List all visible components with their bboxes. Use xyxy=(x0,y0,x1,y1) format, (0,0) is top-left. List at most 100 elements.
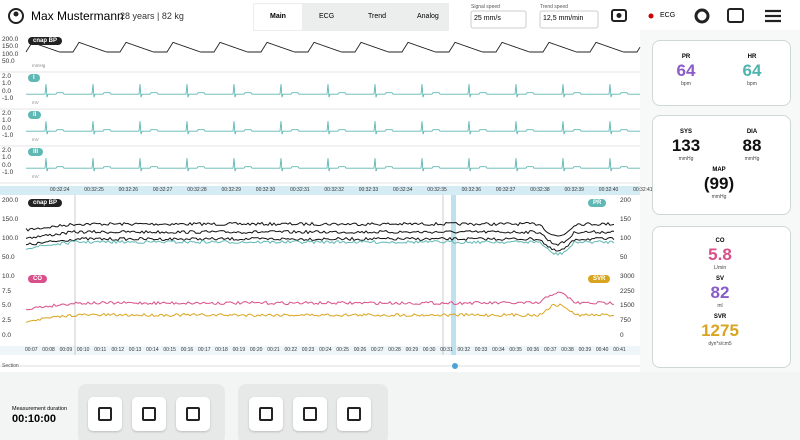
trend-badge: CO xyxy=(28,275,47,283)
y-tick-label: 7.5 xyxy=(2,287,12,295)
y-tick-label: 2.0 xyxy=(2,73,12,80)
time-label: 00:39 xyxy=(578,347,592,353)
y-tick-label: 200.0 xyxy=(2,197,19,204)
time-label: 00:32:32 xyxy=(324,187,344,193)
time-label: 00:32:41 xyxy=(633,187,653,193)
vital-value: 5.8 xyxy=(708,245,732,264)
y2-tick-label: 200 xyxy=(620,197,631,204)
vital-label: SVR xyxy=(713,314,727,320)
tab[interactable]: Trend xyxy=(368,13,387,20)
time-label: 00:13 xyxy=(128,347,142,353)
time-label: 00:08 xyxy=(42,347,55,353)
time-label: 00:11 xyxy=(94,347,107,353)
wave-badge: III xyxy=(28,148,44,156)
y-tick-label: 0.0 xyxy=(2,124,12,132)
time-label: 00:27 xyxy=(371,347,384,353)
y-tick-label: 1.0 xyxy=(2,117,12,125)
time-label: 00:35 xyxy=(509,347,522,353)
vital-label: CO xyxy=(715,238,725,244)
y2-tick-label: 0 xyxy=(620,331,624,339)
y-tick-label: 0.0 xyxy=(2,161,12,169)
time-label: 00:29 xyxy=(405,347,419,353)
vital-unit: bpm xyxy=(681,81,691,87)
patient-name: Max Mustermann xyxy=(31,9,124,23)
time-label: 00:22 xyxy=(284,347,298,353)
trend-speed-label: Trend speed xyxy=(540,4,568,10)
duration: 00:10:00 xyxy=(12,413,57,425)
y-tick-label: 2.5 xyxy=(2,317,12,324)
vital-value: 88 xyxy=(742,136,762,155)
signal-speed-value: 25 mm/s xyxy=(474,15,501,22)
marker-button[interactable] xyxy=(176,397,210,431)
time-label: 00:30 xyxy=(422,347,436,353)
vital-value: 133 xyxy=(671,136,701,155)
time-label: 00:32:40 xyxy=(598,187,619,193)
vital-unit: mmHg xyxy=(678,156,694,162)
section-handle[interactable] xyxy=(452,363,458,369)
time-label: 00:32:34 xyxy=(393,187,413,193)
tab[interactable]: Analog xyxy=(417,13,439,20)
time-label: 00:07 xyxy=(25,347,38,353)
tab[interactable]: Main xyxy=(270,13,286,20)
time-label: 00:32:30 xyxy=(255,187,276,193)
time-label: 00:32:33 xyxy=(358,187,379,193)
print-button[interactable] xyxy=(293,397,327,431)
vital-unit: mmHg xyxy=(711,194,727,200)
time-label: 00:32:36 xyxy=(461,187,482,193)
time-label: 00:40 xyxy=(595,347,609,353)
trend-badge: cnap BP xyxy=(28,199,63,207)
y2-tick-label: 50 xyxy=(620,253,628,261)
time-label: 00:21 xyxy=(267,347,280,353)
wave-badge: I xyxy=(28,74,40,82)
y-tick-label: 100.0 xyxy=(2,234,19,242)
display-button[interactable] xyxy=(727,8,744,23)
time-label: 00:32:39 xyxy=(564,187,584,193)
trend-speed-select[interactable] xyxy=(539,10,599,29)
vital-unit: bpm xyxy=(747,81,757,87)
flag-button[interactable] xyxy=(132,397,166,431)
time-label: 00:16 xyxy=(180,347,194,353)
time-label: 00:33 xyxy=(474,347,488,353)
time-label: 00:32:28 xyxy=(187,187,207,193)
y-tick-label: 50.0 xyxy=(2,57,15,65)
unit: mmHg xyxy=(32,63,46,68)
vital-card xyxy=(652,115,791,215)
y-tick-label: 10.0 xyxy=(2,273,15,280)
unit: mV xyxy=(32,100,39,105)
vital-value: 1275 xyxy=(701,321,739,340)
wave-badge: cnap BP xyxy=(28,37,63,45)
time-label: 00:26 xyxy=(353,347,367,353)
y2-tick-label: 750 xyxy=(620,317,631,324)
y-tick-label: -1.0 xyxy=(2,168,14,176)
comment-button[interactable] xyxy=(88,397,122,431)
section-label: Section xyxy=(2,363,19,369)
time-label: 00:32:31 xyxy=(290,187,310,193)
unit: mV xyxy=(32,174,39,179)
signal-speed-select[interactable] xyxy=(470,10,527,29)
camera-button[interactable] xyxy=(611,9,627,22)
vital-label: PR xyxy=(681,54,691,60)
duration-label: Measurement duration xyxy=(12,406,68,412)
y-tick-label: 2.0 xyxy=(2,110,12,117)
time-label: 00:32:37 xyxy=(495,187,516,193)
time-label: 00:32:27 xyxy=(152,187,173,193)
waveform xyxy=(26,84,640,98)
time-label: 00:31 xyxy=(440,347,453,353)
save-button[interactable] xyxy=(249,397,283,431)
tab[interactable]: ECG xyxy=(319,13,335,20)
settings-button[interactable] xyxy=(694,8,710,24)
y-tick-label: 100.0 xyxy=(2,50,19,58)
y-tick-label: -1.0 xyxy=(2,131,14,139)
time-label: 00:25 xyxy=(336,347,349,353)
trend-badge: PR xyxy=(588,199,607,207)
menu-button[interactable] xyxy=(765,9,781,23)
export-button[interactable] xyxy=(337,397,371,431)
time-label: 00:14 xyxy=(146,347,159,353)
time-label: 00:24 xyxy=(319,347,332,353)
y-tick-label: 1.0 xyxy=(2,80,12,88)
cursor-highlight xyxy=(451,195,456,355)
vital-unit: mmHg xyxy=(744,156,760,162)
vital-label: DIA xyxy=(746,129,758,135)
time-label: 00:32:38 xyxy=(530,187,550,193)
y-tick-label: 50.0 xyxy=(2,253,15,261)
